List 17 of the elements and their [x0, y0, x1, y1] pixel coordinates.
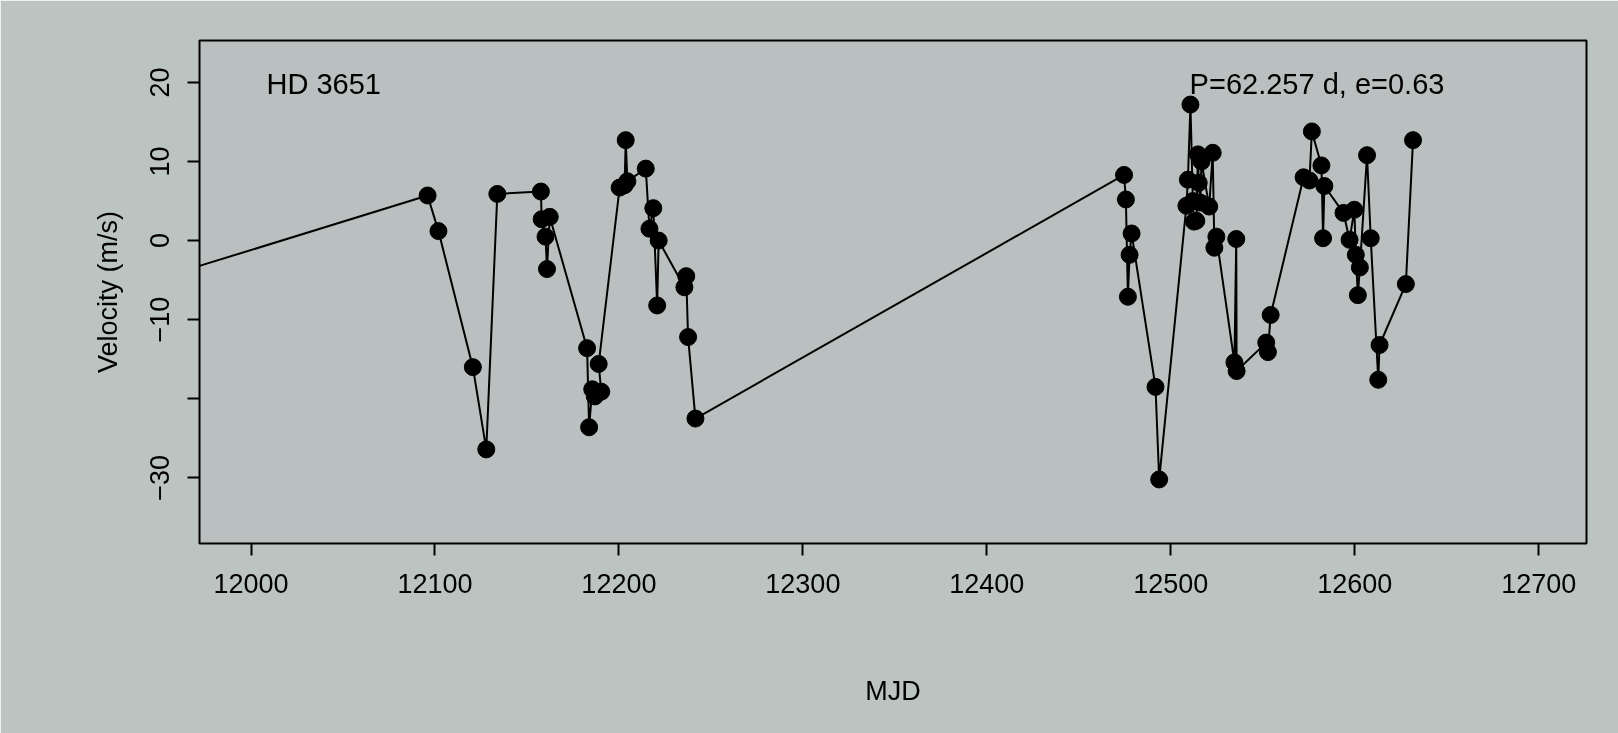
x-tick-label: 12200 [581, 568, 657, 599]
x-tick-label: 12000 [213, 568, 289, 599]
annotation: HD 3651 [266, 67, 381, 100]
x-tick-label: 12400 [949, 568, 1025, 599]
y-axis-title: Velocity (m/s) [92, 210, 123, 374]
x-tick-label: 12700 [1501, 568, 1577, 599]
y-tick-label: −10 [145, 296, 176, 343]
y-tick-label: 10 [145, 146, 176, 177]
x-tick-label: 12100 [397, 568, 473, 599]
y-tick-label: 20 [145, 67, 176, 98]
x-tick-label: 12300 [765, 568, 841, 599]
y-tick-label: −30 [145, 454, 176, 501]
y-tick-label: 0 [145, 233, 176, 249]
x-tick-label: 12600 [1317, 568, 1393, 599]
x-tick-label: 12500 [1133, 568, 1209, 599]
x-axis-title: MJD [865, 675, 921, 706]
annotation: P=62.257 d, e=0.63 [1189, 67, 1445, 100]
